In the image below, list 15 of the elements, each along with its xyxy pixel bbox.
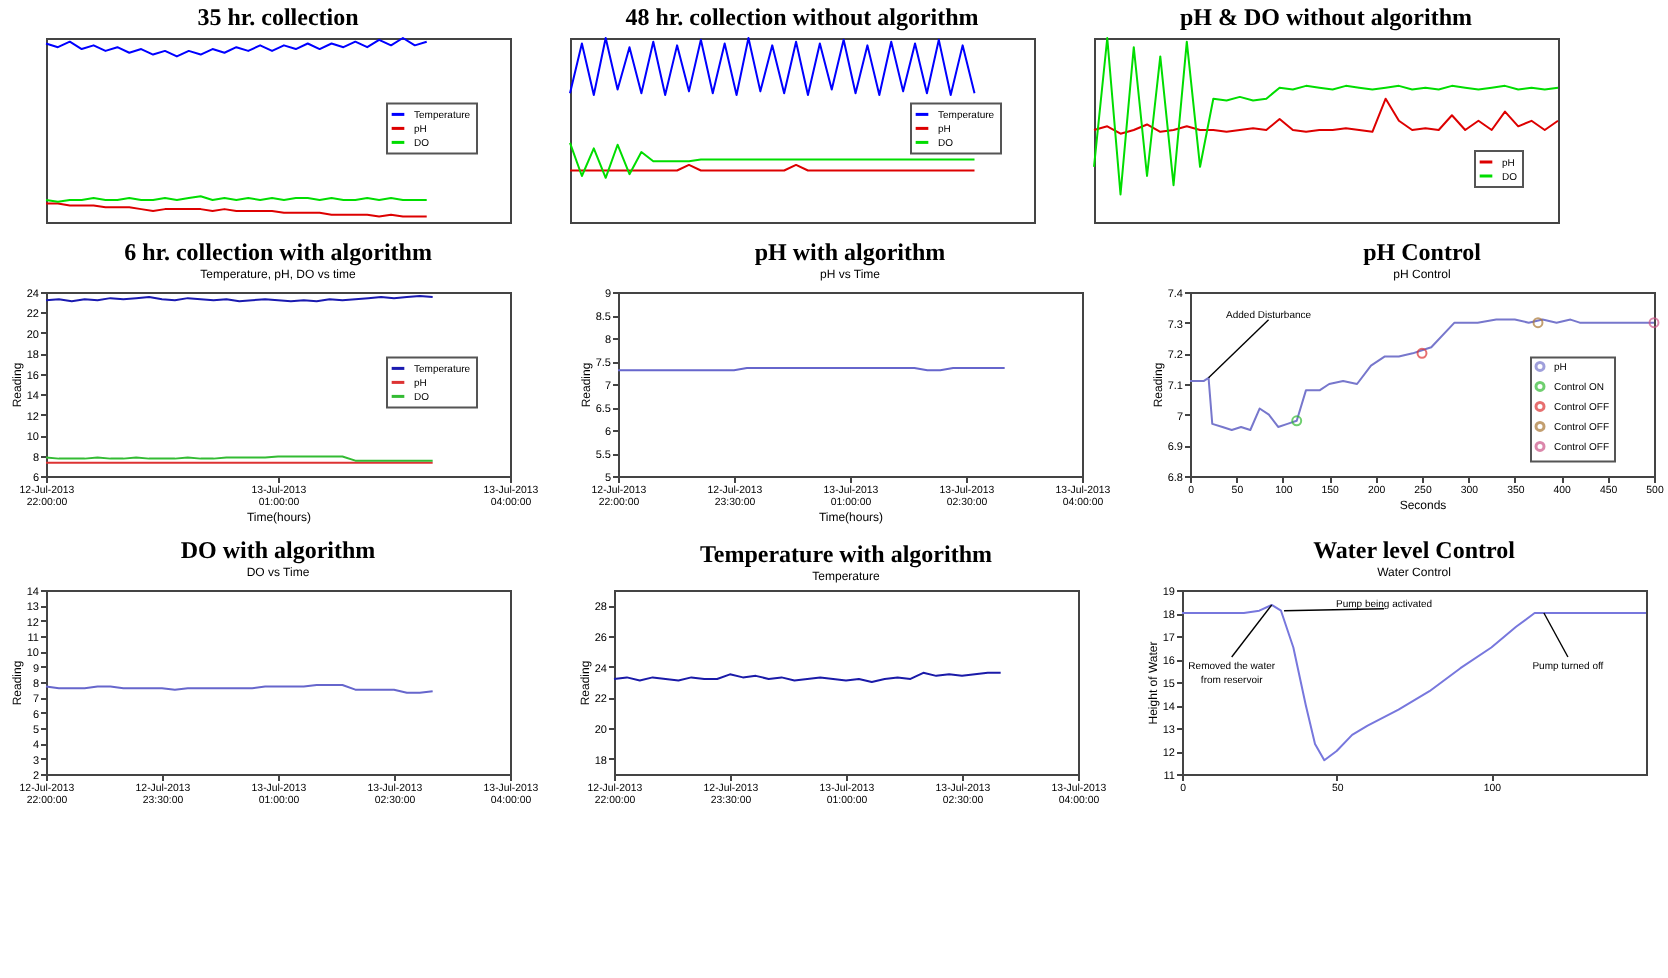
chart-title: pH & DO without algorithm: [1179, 3, 1473, 31]
chart-title: pH with algorithm: [754, 238, 946, 266]
line-series: [1189, 318, 1655, 431]
chart-title: 48 hr. collection without algorithm: [625, 3, 979, 31]
point: [1416, 347, 1428, 359]
chart-title: 35 hr. collection: [197, 3, 360, 31]
chart-title: Temperature with algorithm: [700, 540, 992, 568]
chart-title: DO with algorithm: [180, 536, 376, 564]
point: [1291, 415, 1303, 427]
chart-title: pH Control: [1363, 238, 1483, 266]
point: [1532, 317, 1544, 329]
chart-title: Water level Control: [1313, 536, 1517, 564]
point: [1648, 317, 1660, 329]
chart-title: 6 hr. collection with algorithm: [124, 238, 432, 266]
line-series: [1181, 603, 1647, 762]
